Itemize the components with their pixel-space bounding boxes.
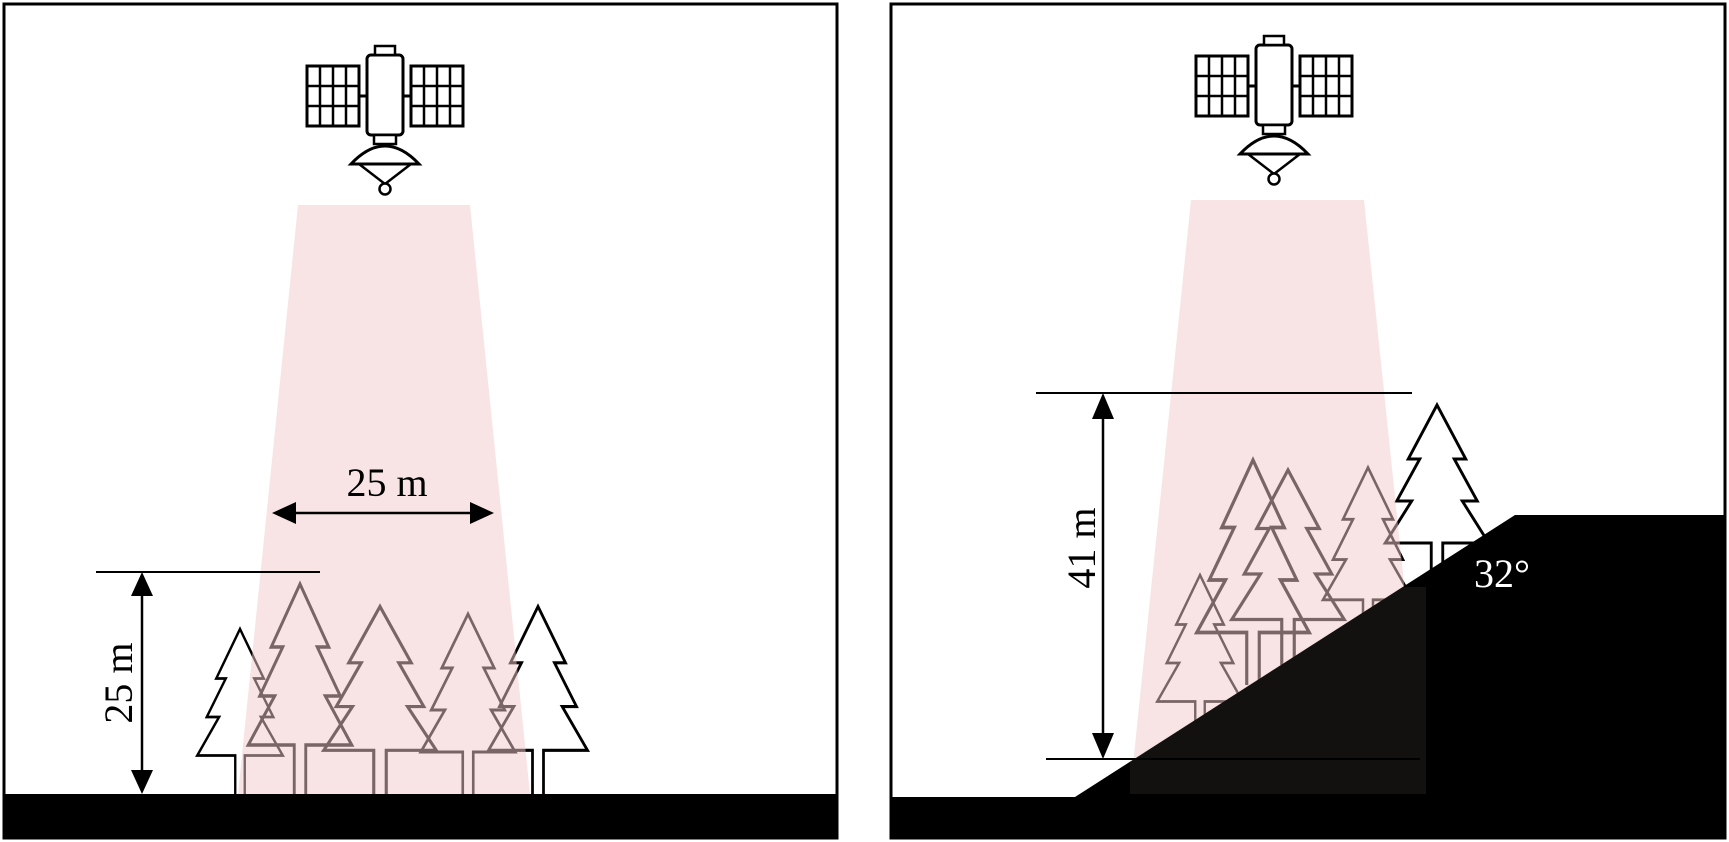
right-sloped-ground [891, 515, 1725, 838]
right-height-arrow [1036, 392, 1420, 760]
left-footprint-arrow [272, 502, 494, 524]
left-height-arrow [96, 571, 320, 794]
left-laser-beam [238, 205, 530, 794]
slope-angle-label: 32° [1474, 551, 1530, 596]
left-footprint-label: 25 m [346, 460, 427, 505]
left-panel: 25 m 25 m [2, 2, 839, 840]
left-ground [4, 794, 837, 838]
left-height-label: 25 m [96, 642, 141, 723]
right-height-label: 41 m [1059, 507, 1104, 588]
right-beam-on-ground [1130, 587, 1426, 794]
right-panel: 41 m 32° [889, 2, 1727, 840]
